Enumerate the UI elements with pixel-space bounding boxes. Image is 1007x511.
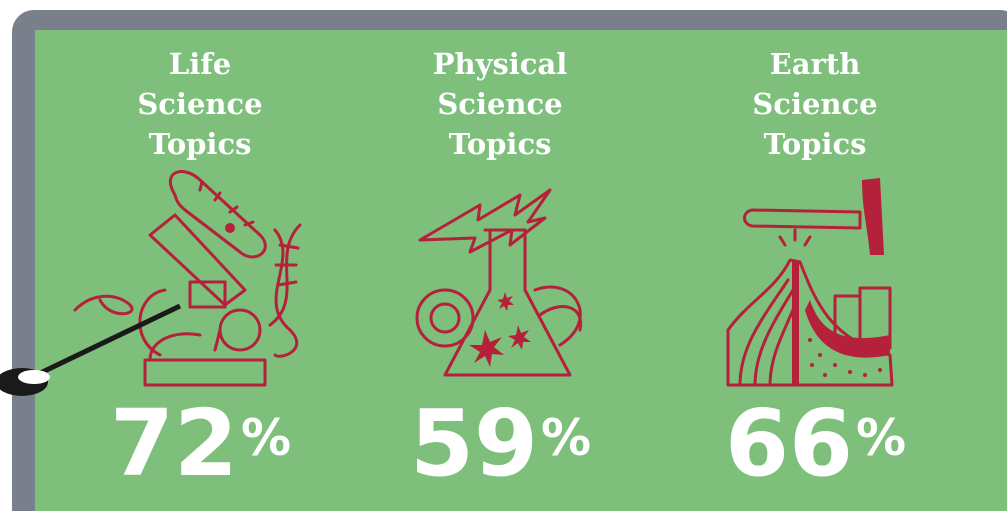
panel-title-line: Physical: [433, 47, 568, 81]
panel-title-line: Science: [752, 87, 877, 121]
panel-title-line: Topics: [449, 127, 552, 161]
percentage-number: 59: [410, 390, 538, 497]
panel-title-line: Topics: [764, 127, 867, 161]
percentage-unit: %: [856, 409, 906, 467]
panel-title-line: Topics: [149, 127, 252, 161]
percentage-number: 72: [110, 390, 238, 497]
infographic: Life Science Topics 72% Physical Science Topic…: [0, 0, 1007, 511]
panel-title-line: Earth: [770, 47, 861, 81]
panel-title-line: Science: [137, 87, 262, 121]
percentage-number: 66: [725, 390, 853, 497]
percentage-unit: %: [241, 409, 291, 467]
panel-title-line: Science: [437, 87, 562, 121]
panel-title-line: Life: [169, 47, 231, 81]
percentage-unit: %: [541, 409, 591, 467]
